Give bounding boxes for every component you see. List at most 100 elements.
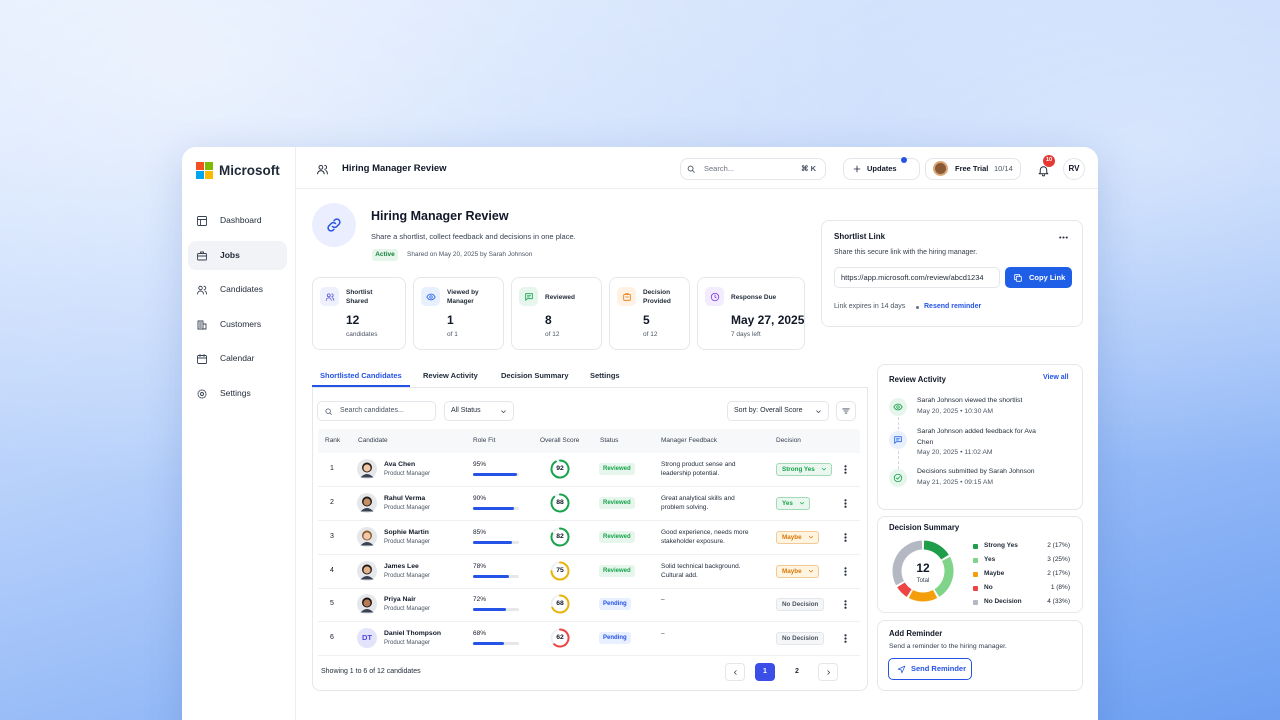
trial-avatar: [933, 161, 948, 176]
sidebar-divider: [295, 147, 296, 720]
stat-label: Decision Provided: [643, 289, 671, 305]
prev-icon: [731, 668, 740, 677]
page-number: 1: [763, 668, 767, 676]
icon-part: [809, 536, 813, 539]
icon-part: [710, 292, 719, 301]
candidate-title: Product Manager: [384, 605, 431, 612]
icon-part: [853, 165, 861, 173]
icon-part: [692, 170, 695, 173]
page-title: Hiring Manager Review: [371, 209, 509, 224]
icon-part: [809, 570, 813, 573]
shared-info: Shared on May 20, 2025 by Sarah Johnson: [407, 251, 533, 259]
row-divider: [318, 554, 860, 555]
candidate-search[interactable]: [317, 401, 436, 421]
copy-button[interactable]: [1005, 267, 1072, 288]
activity-icon-bg: [889, 398, 907, 416]
icon-part: [687, 165, 695, 173]
activity-item: Decisions submitted by Sarah Johnson May …: [917, 467, 1047, 488]
url-field[interactable]: [834, 267, 1000, 288]
role-fit-bar: [473, 540, 513, 544]
user-avatar[interactable]: [1063, 158, 1085, 180]
icon-part: [198, 285, 203, 291]
nav-icon: [196, 250, 208, 262]
icon-part: [733, 669, 737, 675]
bell-badge: [1043, 155, 1055, 167]
legend-name: Maybe: [984, 570, 1005, 578]
icon-part: [800, 502, 804, 505]
nav-label: Dashboard: [220, 215, 262, 226]
activity-card: [877, 364, 1083, 510]
summary-card: [877, 516, 1083, 613]
tab[interactable]: Shortlisted Candidates: [320, 370, 402, 380]
next-page[interactable]: [818, 663, 838, 681]
role-fit-label: 90%: [473, 495, 487, 503]
icon-part: [843, 566, 847, 576]
trial-pill[interactable]: [925, 158, 1021, 180]
prev-page[interactable]: [725, 663, 745, 681]
nav-icon: [196, 388, 208, 400]
role-fit-bar: [473, 641, 505, 645]
icon-part: [843, 501, 847, 505]
icon-part: [203, 285, 207, 295]
icon-part: [843, 606, 847, 609]
icon-part: [893, 473, 903, 483]
column-header: Candidate: [358, 437, 388, 445]
manager-feedback: –: [661, 630, 665, 637]
stat-value: May 27, 2025: [731, 312, 805, 327]
decision-pill[interactable]: Strong Yes: [776, 462, 832, 476]
candidate-photo: [357, 561, 377, 581]
status-filter[interactable]: [444, 401, 514, 421]
decision-pill[interactable]: No Decision: [776, 631, 825, 645]
tab[interactable]: Decision Summary: [501, 370, 569, 380]
legend-value: 2 (17%): [1047, 542, 1070, 550]
stat-label: Shortlist Shared: [346, 289, 373, 305]
photo-face: [363, 532, 371, 540]
activity-item: Sarah Johnson added feedback for Ava Che…: [917, 427, 1047, 459]
stat-icon: [622, 292, 632, 302]
score-value: 68: [556, 600, 564, 608]
icon-part: [843, 599, 847, 602]
filter-button[interactable]: [836, 401, 856, 421]
photo-body: [360, 542, 374, 546]
icon-part: [815, 409, 821, 413]
icon-part: [843, 539, 847, 542]
icon-part: [893, 473, 903, 483]
brand-name: Microsoft: [219, 162, 280, 178]
icon-part: [842, 408, 850, 414]
page-button[interactable]: [755, 663, 775, 681]
icon-part: [526, 294, 531, 297]
manager-feedback: Solid technical background. Cultural add…: [661, 563, 741, 579]
tab[interactable]: Review Activity: [423, 370, 478, 380]
updates-button[interactable]: [843, 158, 920, 180]
stat-sub: candidates: [346, 331, 378, 339]
user-initials: RV: [1068, 164, 1080, 174]
candidate-photo-svg: [357, 527, 377, 547]
status-badge: [372, 249, 398, 261]
status-filter-chevron: [499, 407, 508, 416]
tab[interactable]: Settings: [590, 370, 620, 380]
decision-pill[interactable]: Yes: [776, 496, 810, 510]
decision-pill[interactable]: Maybe: [776, 530, 819, 544]
icon-part: [893, 403, 903, 411]
icon-part: [843, 498, 847, 501]
view-all-link[interactable]: View all: [1043, 374, 1069, 382]
resend-link[interactable]: Resend reminder: [924, 303, 982, 311]
status-filter-label: All Status: [451, 407, 481, 415]
score-ring-svg: [550, 594, 570, 614]
sort-select[interactable]: [727, 401, 829, 421]
shortlist-description: Share this secure link with the hiring m…: [834, 249, 978, 257]
score-ring: [550, 561, 570, 581]
search-box[interactable]: [680, 158, 826, 180]
logo-square: [205, 171, 213, 179]
icon-part: [197, 355, 207, 364]
legend-swatch: [973, 557, 978, 563]
decision-pill[interactable]: Maybe: [776, 564, 819, 578]
copy-icon: [1013, 273, 1023, 283]
score-value: 75: [556, 567, 564, 575]
send-reminder-button[interactable]: [888, 658, 972, 680]
decision-pill[interactable]: No Decision: [776, 597, 825, 611]
icon-part: [843, 636, 847, 640]
activity-time: May 20, 2025 • 11:02 AM: [917, 449, 993, 456]
